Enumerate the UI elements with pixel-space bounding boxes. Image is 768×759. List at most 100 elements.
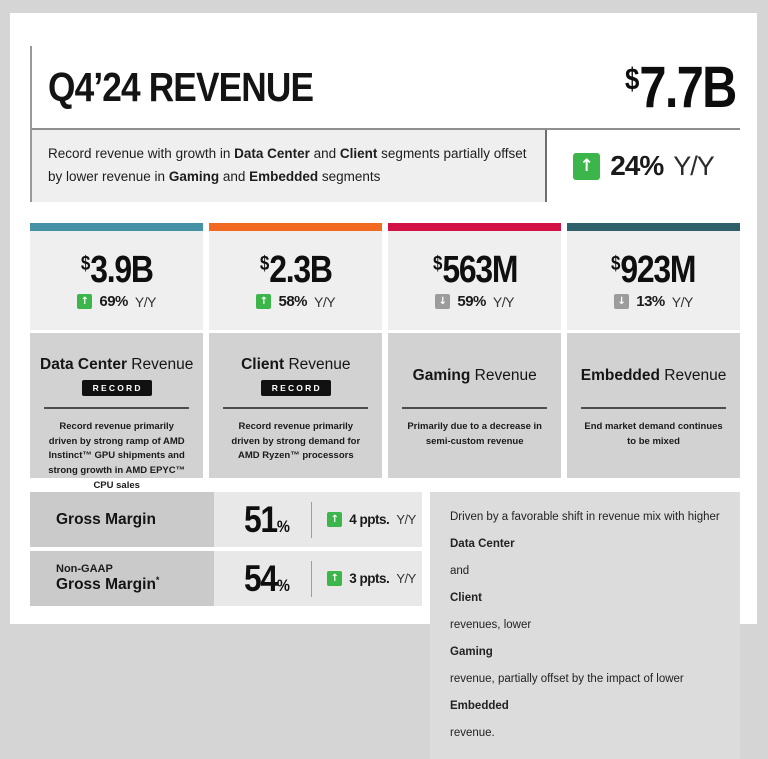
change-value: 4 ppts.: [349, 512, 390, 527]
change-value: 58%: [278, 293, 308, 310]
margin-label-text: Gross Margin*: [56, 574, 160, 594]
segment-yoy-change: ↑ 69% Y/Y: [77, 293, 156, 310]
card-accent-bar: [567, 223, 740, 231]
card-value-section: $2.3B ↑ 58% Y/Y: [209, 231, 383, 330]
margin-yoy-change: ↑ 3 ppts. Y/Y: [327, 571, 416, 586]
total-revenue-value: $7.7B: [625, 54, 737, 121]
card-title-area: Data Center Revenue RECORD: [40, 347, 193, 405]
percent-sign: %: [276, 576, 290, 595]
header-section: Q4’24 REVENUE $7.7B Record revenue with …: [30, 46, 740, 202]
change-suffix: Y/Y: [134, 293, 157, 310]
up-arrow-icon: ↑: [77, 294, 93, 309]
divider: [581, 407, 726, 409]
segment-card-embedded: $923M ↓ 13% Y/Y Embedded Revenue End mar…: [567, 223, 740, 478]
subtitle-row: Record revenue with growth in Data Cente…: [32, 130, 740, 202]
vertical-divider: [311, 501, 313, 538]
segment-revenue-amount: 563M: [441, 249, 518, 291]
infographic-card: Q4’24 REVENUE $7.7B Record revenue with …: [10, 13, 757, 759]
change-suffix: Y/Y: [492, 293, 515, 310]
segment-yoy-change: ↑ 58% Y/Y: [256, 293, 336, 310]
segment-revenue-value: $563M: [432, 249, 518, 291]
segment-title: Client Revenue: [241, 356, 351, 373]
change-suffix: Y/Y: [396, 571, 416, 586]
card-accent-bar: [30, 223, 204, 231]
dollar-sign: $: [625, 60, 640, 96]
segment-description: Record revenue primarily driven by stron…: [231, 421, 361, 462]
card-title-area: Client Revenue RECORD: [219, 347, 372, 405]
change-suffix: Y/Y: [314, 293, 336, 310]
change-value: 13%: [636, 293, 665, 310]
up-arrow-icon: ↑: [327, 512, 343, 527]
percent-sign: %: [276, 517, 290, 536]
margin-value-area: 51% ↑ 4 ppts. Y/Y: [214, 492, 422, 547]
change-suffix: Y/Y: [671, 293, 694, 310]
change-value: 59%: [457, 293, 486, 310]
margin-label-text: Gross Margin: [56, 511, 156, 529]
card-value-section: $563M ↓ 59% Y/Y: [388, 231, 562, 330]
segment-revenue-amount: 3.9B: [90, 249, 154, 291]
dollar-sign: $: [432, 253, 442, 276]
card-accent-bar: [209, 223, 383, 231]
up-arrow-icon: ↑: [573, 152, 601, 180]
margin-label-qualifier: Non-GAAP: [56, 562, 113, 575]
divider: [223, 407, 369, 409]
content-area: Q4’24 REVENUE $7.7B Record revenue with …: [10, 46, 757, 759]
segment-revenue-amount: 2.3B: [269, 249, 333, 291]
down-arrow-icon: ↓: [435, 294, 451, 309]
segment-yoy-change: ↓ 13% Y/Y: [614, 293, 693, 310]
segment-revenue-value: $923M: [611, 249, 697, 291]
up-arrow-icon: ↑: [327, 571, 343, 586]
dollar-sign: $: [611, 253, 621, 276]
segment-revenue-amount: 923M: [620, 249, 697, 291]
segment-description: End market demand continues to be mixed: [584, 421, 723, 447]
total-yoy-change: ↑ 24% Y/Y: [547, 130, 740, 202]
change-suffix: Y/Y: [396, 512, 416, 527]
segment-revenue-value: $2.3B: [259, 249, 333, 291]
down-arrow-icon: ↓: [614, 294, 630, 309]
segment-revenue-value: $3.9B: [80, 249, 154, 291]
segment-title: Gaming Revenue: [412, 367, 537, 384]
margin-panel: Gross Margin 51% ↑ 4 ppts. Y/Y N: [30, 492, 422, 759]
card-title-area: Gaming Revenue: [398, 347, 551, 405]
gross-margin-row: Gross Margin 51% ↑ 4 ppts. Y/Y: [30, 492, 422, 547]
page-title: Q4’24 REVENUE: [48, 63, 314, 110]
margin-label: Non-GAAP Gross Margin*: [30, 551, 214, 606]
vertical-divider: [311, 560, 313, 597]
card-detail-section: Data Center Revenue RECORD Record revenu…: [30, 333, 204, 491]
card-value-section: $923M ↓ 13% Y/Y: [567, 231, 740, 330]
header-row: Q4’24 REVENUE $7.7B: [32, 46, 740, 130]
margin-section: Gross Margin 51% ↑ 4 ppts. Y/Y N: [30, 492, 740, 759]
revenue-summary-text: Record revenue with growth in Data Cente…: [32, 130, 545, 202]
margin-label: Gross Margin: [30, 492, 214, 547]
yoy-change-value: 24%: [610, 150, 664, 181]
segment-yoy-change: ↓ 59% Y/Y: [435, 293, 514, 310]
segment-card-gaming: $563M ↓ 59% Y/Y Gaming Revenue Primarily…: [388, 223, 562, 478]
divider: [44, 407, 190, 409]
non-gaap-gross-margin-row: Non-GAAP Gross Margin* 54% ↑ 3 ppts. Y/Y: [30, 551, 422, 606]
card-detail-section: Client Revenue RECORD Record revenue pri…: [209, 333, 383, 478]
change-value: 69%: [99, 293, 128, 310]
footnote-asterisk: *: [155, 574, 160, 585]
change-value: 3 ppts.: [349, 571, 390, 586]
margin-percent-number: 51: [244, 499, 278, 540]
card-detail-section: Embedded Revenue End market demand conti…: [567, 333, 740, 478]
margin-percent-number: 54: [244, 558, 278, 599]
segment-cards-row: $3.9B ↑ 69% Y/Y Data Center Revenue RECO…: [30, 223, 740, 491]
card-accent-bar: [388, 223, 562, 231]
segment-card-data-center: $3.9B ↑ 69% Y/Y Data Center Revenue RECO…: [30, 223, 204, 491]
card-detail-section: Gaming Revenue Primarily due to a decrea…: [388, 333, 562, 478]
up-arrow-icon: ↑: [256, 294, 272, 309]
segment-description: Record revenue primarily driven by stron…: [48, 421, 186, 491]
vertical-divider: [545, 130, 547, 202]
segment-title: Embedded Revenue: [580, 367, 727, 384]
segment-card-client: $2.3B ↑ 58% Y/Y Client Revenue RECORD Re…: [209, 223, 383, 478]
dollar-sign: $: [259, 253, 270, 276]
segment-title: Data Center Revenue: [40, 356, 194, 373]
dollar-sign: $: [80, 253, 91, 276]
card-value-section: $3.9B ↑ 69% Y/Y: [30, 231, 204, 330]
margin-value: 54%: [244, 560, 290, 597]
margin-value-area: 54% ↑ 3 ppts. Y/Y: [214, 551, 422, 606]
margin-driver-text: Driven by a favorable shift in revenue m…: [430, 492, 740, 759]
divider: [402, 407, 548, 409]
margin-value: 51%: [244, 501, 290, 538]
